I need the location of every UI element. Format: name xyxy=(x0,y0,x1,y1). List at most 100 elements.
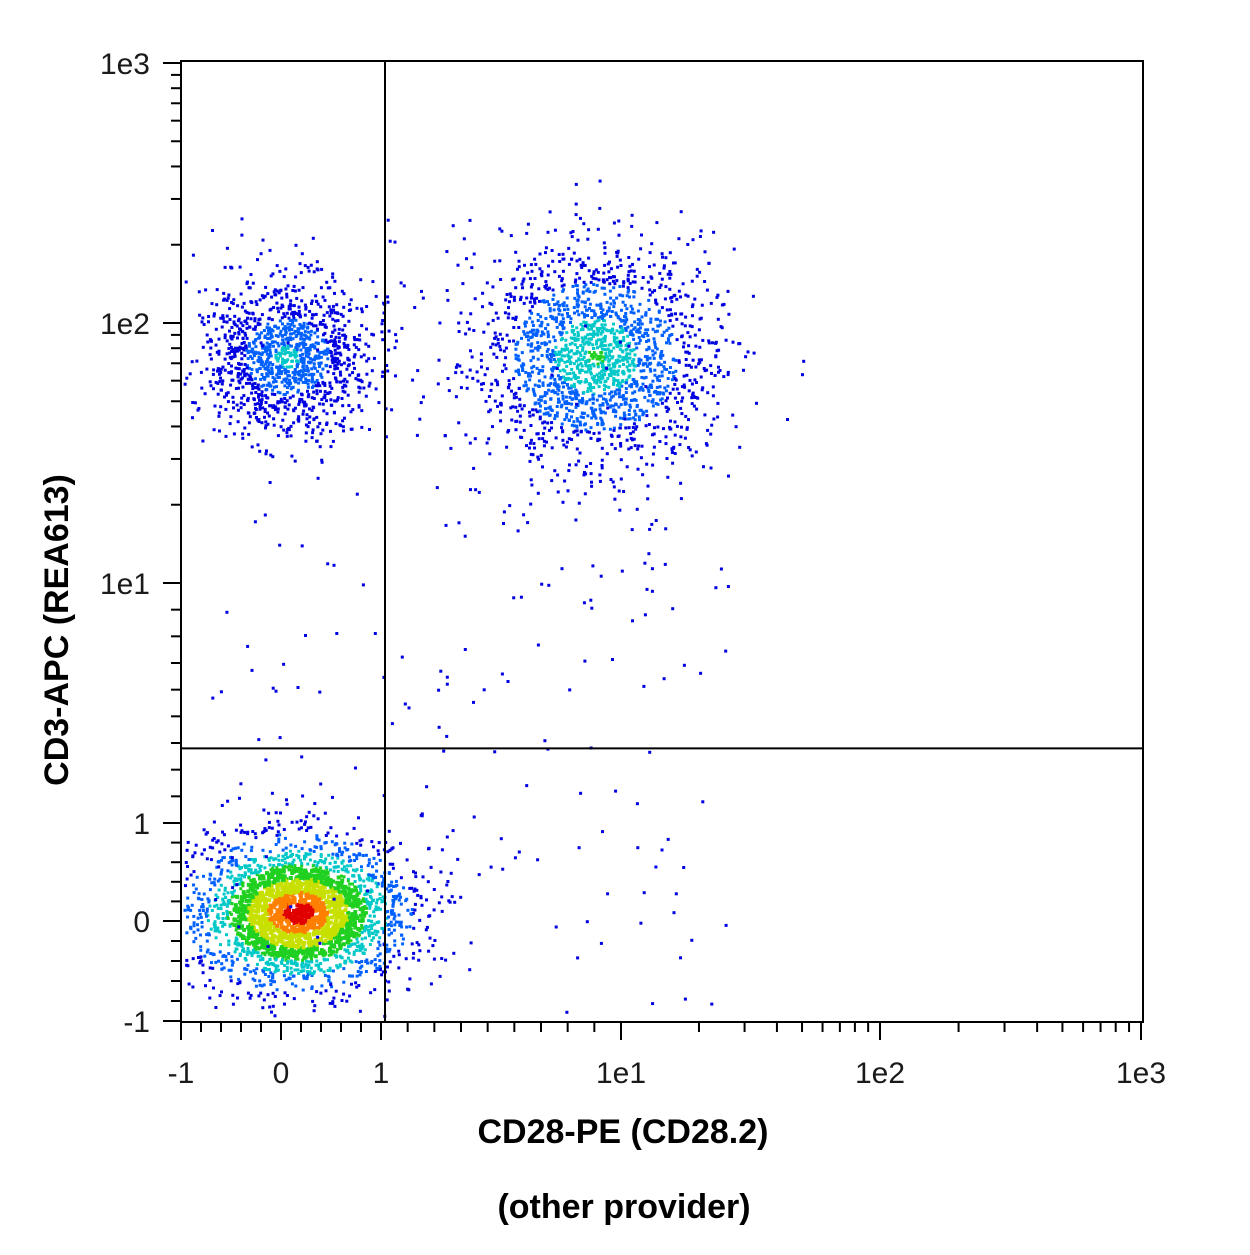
event-dot xyxy=(615,296,619,300)
event-dot xyxy=(393,240,397,244)
event-dot xyxy=(322,957,326,961)
event-dot xyxy=(387,348,391,352)
event-dot xyxy=(344,903,349,908)
event-dot xyxy=(680,322,684,326)
event-dot xyxy=(369,991,373,995)
event-dot xyxy=(362,929,366,933)
event-dot xyxy=(315,834,319,838)
event-dot xyxy=(319,351,323,354)
event-dot xyxy=(296,363,299,367)
event-dot xyxy=(543,420,547,424)
event-dot xyxy=(324,898,329,903)
event-dot xyxy=(338,930,343,935)
event-dot xyxy=(580,364,584,368)
event-dot xyxy=(372,876,376,880)
event-dot xyxy=(215,840,219,844)
event-dot xyxy=(320,984,324,988)
event-dot xyxy=(202,874,205,878)
event-dot xyxy=(300,873,305,877)
event-dot xyxy=(567,409,571,413)
event-dot xyxy=(347,951,351,955)
event-dot xyxy=(239,321,243,325)
event-dot xyxy=(659,398,663,402)
event-dot xyxy=(339,424,343,428)
event-dot xyxy=(209,339,213,343)
event-dot xyxy=(633,326,637,330)
event-dot xyxy=(244,917,249,922)
event-dot xyxy=(222,966,226,970)
event-dot xyxy=(477,873,481,877)
event-dot xyxy=(605,300,609,304)
event-dot xyxy=(306,368,310,372)
event-dot xyxy=(305,903,310,908)
event-dot xyxy=(276,410,280,414)
event-dot xyxy=(306,924,311,929)
event-dot xyxy=(307,393,311,397)
event-dot xyxy=(593,354,596,358)
event-dot xyxy=(233,877,237,881)
event-dot xyxy=(687,351,691,355)
event-dot xyxy=(286,322,290,326)
event-dot xyxy=(268,925,273,929)
event-dot xyxy=(272,864,276,867)
event-dot xyxy=(337,340,341,344)
event-dot xyxy=(591,356,595,360)
event-dot xyxy=(248,366,251,370)
event-dot xyxy=(319,991,323,995)
event-dot xyxy=(624,426,628,430)
event-dot xyxy=(205,950,209,954)
event-dot xyxy=(596,270,600,274)
event-dot xyxy=(213,929,217,933)
event-dot xyxy=(285,802,289,806)
event-dot xyxy=(531,387,535,391)
event-dot xyxy=(243,972,247,976)
event-dot xyxy=(294,380,298,383)
event-dot xyxy=(272,423,276,427)
event-dot xyxy=(304,963,308,967)
event-dot xyxy=(374,387,378,391)
event-dot xyxy=(259,377,263,381)
event-dot xyxy=(346,956,350,960)
event-dot xyxy=(321,338,325,342)
event-dot xyxy=(245,372,249,376)
event-dot xyxy=(337,895,342,899)
event-dot xyxy=(242,842,246,846)
event-dot xyxy=(532,389,536,393)
event-dot xyxy=(246,832,250,836)
event-dot xyxy=(286,326,289,330)
event-dot xyxy=(675,338,679,342)
event-dot xyxy=(206,948,210,952)
event-dot xyxy=(618,258,622,262)
event-dot xyxy=(245,381,248,385)
event-dot xyxy=(262,916,267,921)
event-dot xyxy=(318,910,323,915)
event-dot xyxy=(569,349,573,353)
event-dot xyxy=(344,335,348,339)
event-dot xyxy=(236,877,239,881)
event-dot xyxy=(540,354,544,357)
event-dot xyxy=(317,967,321,971)
event-dot xyxy=(389,884,393,888)
event-dot xyxy=(555,405,559,408)
event-dot xyxy=(572,424,576,428)
event-dot xyxy=(324,865,328,869)
event-dot xyxy=(340,927,345,932)
event-dot xyxy=(300,252,304,256)
event-dot xyxy=(255,885,260,890)
event-dot xyxy=(245,326,249,330)
event-dot xyxy=(267,898,272,903)
event-dot xyxy=(321,319,325,322)
event-dot xyxy=(561,327,565,331)
event-dot xyxy=(230,922,234,926)
event-dot xyxy=(308,858,312,862)
event-dot xyxy=(317,356,321,360)
event-dot xyxy=(250,367,254,371)
event-dot xyxy=(260,313,264,317)
event-dot xyxy=(227,952,231,956)
event-dot xyxy=(290,924,294,929)
event-dot xyxy=(295,929,300,934)
event-dot xyxy=(336,966,340,970)
event-dot xyxy=(296,939,300,944)
event-dot xyxy=(258,333,262,337)
event-dot xyxy=(306,389,309,393)
